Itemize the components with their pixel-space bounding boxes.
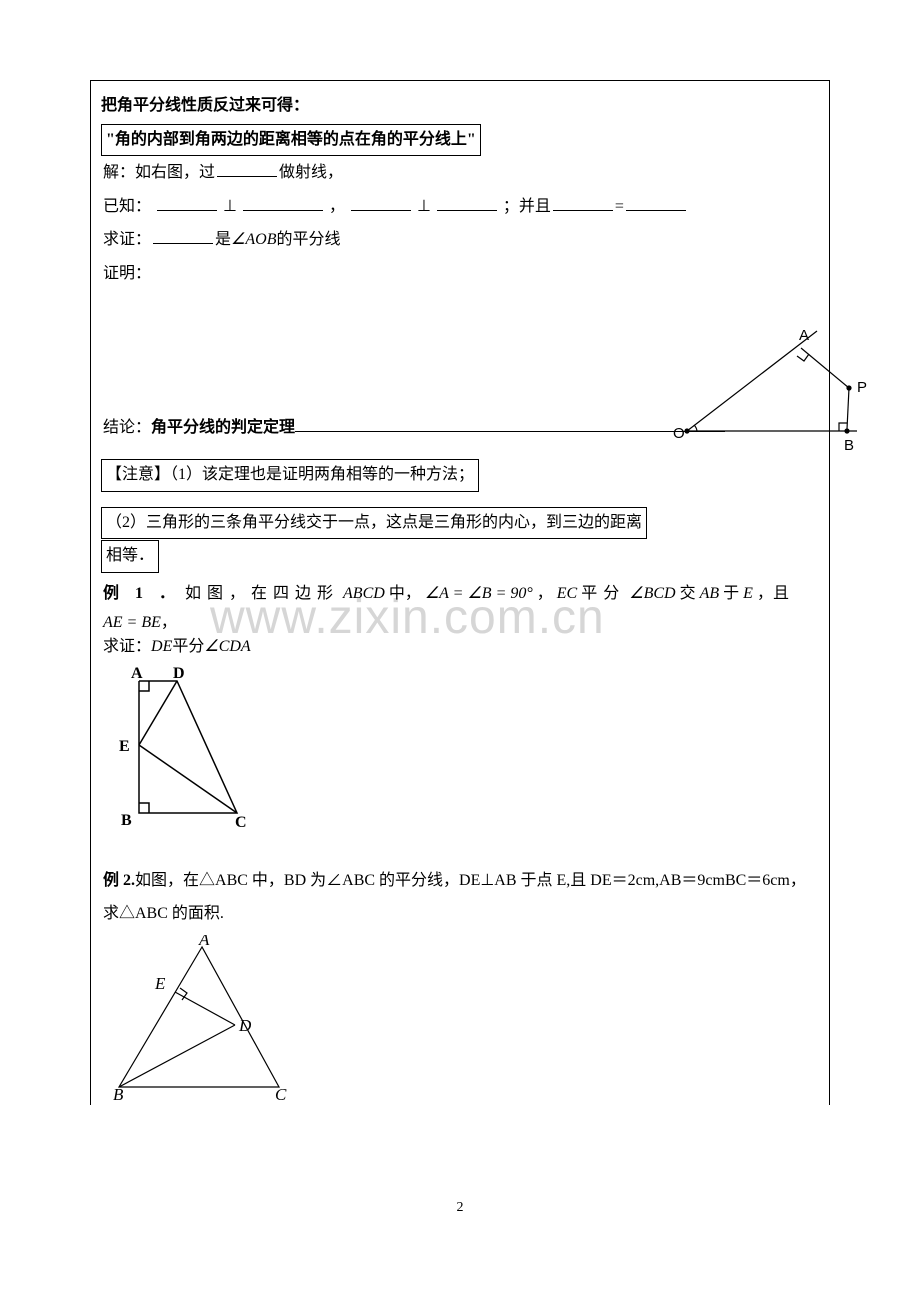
svg-text:B: B [844, 437, 854, 454]
ex1-label: 例 1 ． [103, 585, 181, 602]
ex1-E: E [743, 585, 753, 602]
blank [153, 229, 213, 244]
known-line: 已知： ⊥ ， ⊥ ；并且 = [101, 190, 819, 224]
ex1-c2: ， [161, 614, 177, 631]
blank [626, 196, 686, 211]
page-number: 2 [0, 1200, 920, 1216]
ex1-prove-mid: 平分 [172, 638, 204, 655]
angle-diagram: A O B P [669, 326, 869, 466]
blank [553, 196, 613, 211]
note-box-2b: 相等． [101, 540, 159, 572]
svg-text:E: E [154, 974, 166, 993]
known-prefix: 已知： [103, 198, 151, 215]
ex1-prove-prefix: 求证： [103, 638, 151, 655]
ex1-d: 平分 [581, 585, 625, 602]
ex1-f: 于 [723, 585, 739, 602]
solve-line: 解：如右图，过 做射线， [101, 156, 819, 190]
note-box-1: 【注意】（1）该定理也是证明两角相等的一种方法； [101, 459, 479, 491]
conclusion-prefix: 结论： [103, 419, 151, 436]
prove-mid: 是 [215, 231, 231, 248]
blank [157, 196, 217, 211]
example-1b: AE = BE， [101, 611, 819, 635]
prove-line: 求证： 是∠AOB的平分线 [101, 223, 819, 257]
ex2-label: 例 2. [103, 872, 135, 889]
page-body: 把角平分线性质反过来可得： "角的内部到角两边的距离相等的点在角的平分线上" 解… [90, 80, 830, 1105]
ex1-bcd: ∠BCD [629, 585, 675, 602]
svg-text:A: A [131, 665, 143, 682]
example-1-prove: 求证：DE平分∠CDA [101, 635, 819, 659]
svg-text:D: D [238, 1016, 252, 1035]
ex1-b: 中， [389, 585, 421, 602]
svg-text:O: O [673, 425, 685, 442]
conclusion-bold: 角平分线的判定定理 [151, 419, 295, 436]
comma: ， [329, 198, 345, 215]
blank-long [295, 416, 725, 431]
svg-text:C: C [275, 1085, 287, 1100]
ex1-eq1: ∠A = ∠B = 90° [425, 585, 533, 602]
perp-symbol: ⊥ [417, 198, 431, 215]
svg-text:D: D [173, 665, 185, 682]
prove-suffix: 的平分线 [276, 231, 340, 248]
svg-text:A: A [799, 327, 809, 344]
ex1-c: ， [537, 585, 553, 602]
triangle-diagram: A E D B C [107, 935, 307, 1100]
angle-aob: ∠AOB [231, 231, 276, 248]
ex2-text: 如图，在△ABC 中，BD 为∠ABC 的平分线，DE⊥AB 于点 E,且 DE… [103, 872, 806, 923]
svg-text:P: P [857, 379, 867, 396]
ex1-de: DE [151, 638, 172, 655]
blank [437, 196, 497, 211]
blank [351, 196, 411, 211]
ex1-abcd: ABCD [343, 585, 385, 602]
heading-reverse: 把角平分线性质反过来可得： [101, 89, 819, 123]
svg-text:E: E [119, 738, 130, 755]
solve-suffix: 做射线， [279, 164, 343, 181]
ex1-e: 交 [680, 585, 696, 602]
prove-prefix: 求证： [103, 231, 151, 248]
solve-prefix: 解：如右图，过 [103, 164, 215, 181]
ex1-ec: EC [557, 585, 577, 602]
svg-text:C: C [235, 814, 247, 831]
note-box-2a: （2）三角形的三条角平分线交于一点，这点是三角形的内心，到三边的距离 [101, 507, 647, 539]
eq-symbol: = [615, 198, 624, 215]
ex1-ab: AB [700, 585, 720, 602]
blank [243, 196, 323, 211]
example-1: 例 1 ． 如图，在四边形 ABCD 中， ∠A = ∠B = 90° ， EC… [101, 577, 819, 611]
perp-symbol: ⊥ [223, 198, 237, 215]
example-2: 例 2.如图，在△ABC 中，BD 为∠ABC 的平分线，DE⊥AB 于点 E,… [101, 864, 819, 931]
ex1-g: ，且 [757, 585, 789, 602]
ex1-a: 如图，在四边形 [185, 585, 339, 602]
and-text: ；并且 [503, 198, 551, 215]
blank [217, 162, 277, 177]
svg-text:B: B [113, 1085, 124, 1100]
svg-text:A: A [198, 935, 210, 949]
quad-diagram: A D E B C [107, 663, 277, 833]
svg-text:B: B [121, 812, 132, 829]
ex1-cda: ∠CDA [204, 638, 250, 655]
boxed-theorem: "角的内部到角两边的距离相等的点在角的平分线上" [101, 124, 481, 156]
proof-label: 证明： [101, 257, 819, 291]
ex1-eq2: AE = BE [103, 614, 161, 631]
